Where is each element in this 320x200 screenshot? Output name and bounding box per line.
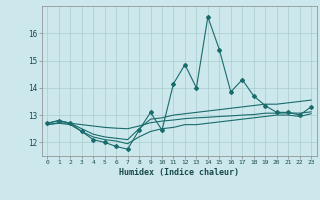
X-axis label: Humidex (Indice chaleur): Humidex (Indice chaleur)	[119, 168, 239, 177]
